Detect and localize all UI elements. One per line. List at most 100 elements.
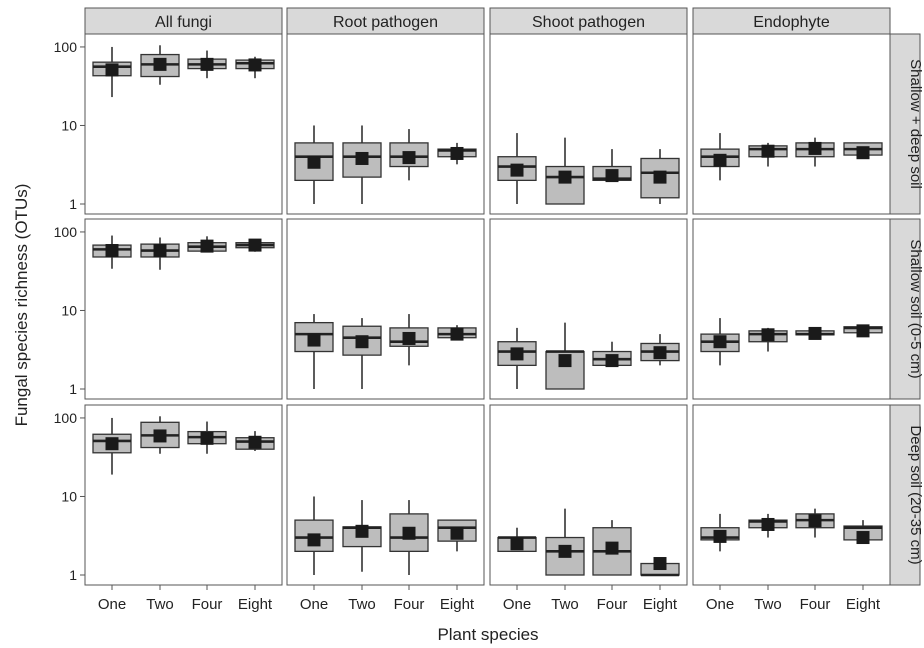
- boxplot-group: [795, 137, 835, 167]
- boxplot-group: [700, 133, 740, 181]
- mean-marker: [558, 354, 572, 368]
- boxplot-group: [748, 513, 788, 538]
- x-tick-label: One: [300, 596, 328, 613]
- boxplot-group: [592, 149, 632, 183]
- boxplot-group: [437, 519, 477, 552]
- boxplot-group: [294, 496, 334, 575]
- x-tick-label: Eight: [440, 596, 475, 613]
- mean-marker: [355, 524, 369, 538]
- boxplot-group: [342, 500, 382, 572]
- row-strip-label: Shallow soil (0-5 cm): [907, 239, 924, 378]
- boxplot-group: [748, 142, 788, 167]
- mean-marker: [307, 155, 321, 169]
- mean-marker: [105, 244, 119, 258]
- boxplot-group: [92, 417, 132, 475]
- mean-marker: [808, 326, 822, 340]
- x-tick-label: Four: [192, 596, 223, 613]
- boxplot-group: [545, 137, 585, 205]
- boxplot-group: [700, 318, 740, 366]
- column-strip: [84, 7, 283, 35]
- panel-frame: [489, 404, 688, 586]
- mean-marker: [605, 169, 619, 183]
- mean-marker: [307, 533, 321, 547]
- boxplot-group: [140, 237, 180, 270]
- mean-marker: [808, 141, 822, 155]
- boxplot-group: [545, 322, 585, 390]
- boxplot-group: [342, 318, 382, 389]
- boxplot-group: [592, 341, 632, 368]
- x-tick-label: Eight: [643, 596, 678, 613]
- x-tick-label: Eight: [238, 596, 273, 613]
- panel-frame: [692, 33, 891, 215]
- mean-marker: [761, 517, 775, 531]
- mean-marker: [105, 63, 119, 77]
- x-tick-label: Two: [551, 596, 579, 613]
- boxplot-group: [497, 527, 537, 553]
- boxplot-group: [342, 125, 382, 204]
- mean-marker: [248, 58, 262, 72]
- panel-frame: [489, 218, 688, 400]
- panel-frame: [692, 218, 891, 400]
- column-strip: [692, 7, 891, 35]
- boxplot-group: [640, 557, 680, 577]
- row-strip: [889, 404, 921, 586]
- mean-marker: [558, 544, 572, 558]
- panel-frame: [286, 218, 485, 400]
- mean-marker: [713, 153, 727, 167]
- boxplot-group: [437, 325, 477, 341]
- boxplot-group: [843, 324, 883, 338]
- mean-marker: [200, 431, 214, 445]
- panel-frame: [692, 404, 891, 586]
- boxplot-group: [92, 235, 132, 269]
- column-strip-label: Shoot pathogen: [532, 14, 645, 31]
- x-tick-label: Four: [394, 596, 425, 613]
- y-tick-label: 10: [61, 117, 77, 133]
- boxplot-group: [592, 520, 632, 576]
- boxplot-group: [640, 334, 680, 366]
- plot-area: All fungi Root pathogen Shoot pathogen Endo…: [54, 7, 924, 613]
- mean-marker: [153, 429, 167, 443]
- mean-marker: [856, 324, 870, 338]
- boxplot-group: [187, 50, 227, 79]
- column-strip-label: All fungi: [155, 14, 212, 31]
- boxplot-group: [843, 142, 883, 160]
- x-tick-label: Two: [754, 596, 782, 613]
- mean-marker: [510, 163, 524, 177]
- x-tick-label: One: [503, 596, 531, 613]
- column-strip-label: Root pathogen: [333, 14, 438, 31]
- y-tick-label: 1: [69, 381, 77, 397]
- mean-marker: [450, 526, 464, 540]
- mean-marker: [653, 557, 667, 571]
- mean-marker: [713, 529, 727, 543]
- mean-marker: [856, 531, 870, 545]
- mean-marker: [307, 333, 321, 347]
- panel-frame: [286, 404, 485, 586]
- mean-marker: [153, 57, 167, 71]
- column-strip: [489, 7, 688, 35]
- y-tick-label: 1: [69, 196, 77, 212]
- y-tick-label: 100: [54, 224, 78, 240]
- boxplot-group: [235, 56, 275, 79]
- mean-marker: [653, 170, 667, 184]
- boxplot-group: [843, 520, 883, 545]
- boxplot-group: [640, 149, 680, 204]
- mean-marker: [355, 335, 369, 349]
- row-strip: [889, 33, 921, 215]
- panel-frame: [286, 33, 485, 215]
- mean-marker: [450, 146, 464, 160]
- boxplot-group: [235, 431, 275, 451]
- boxplot-group: [497, 133, 537, 204]
- x-tick-label: Four: [800, 596, 831, 613]
- mean-marker: [510, 347, 524, 361]
- row-strip-label: Deep soil (20-35 cm): [907, 425, 924, 564]
- row-strip-label: Shallow + deep soil: [907, 59, 924, 189]
- boxplot-group: [294, 314, 334, 389]
- y-tick-label: 100: [54, 410, 78, 426]
- mean-marker: [402, 526, 416, 540]
- boxplot-group: [795, 508, 835, 538]
- boxplot-group: [437, 142, 477, 165]
- mean-marker: [510, 537, 524, 551]
- column-strip-label: Endophyte: [753, 14, 830, 31]
- mean-marker: [355, 151, 369, 165]
